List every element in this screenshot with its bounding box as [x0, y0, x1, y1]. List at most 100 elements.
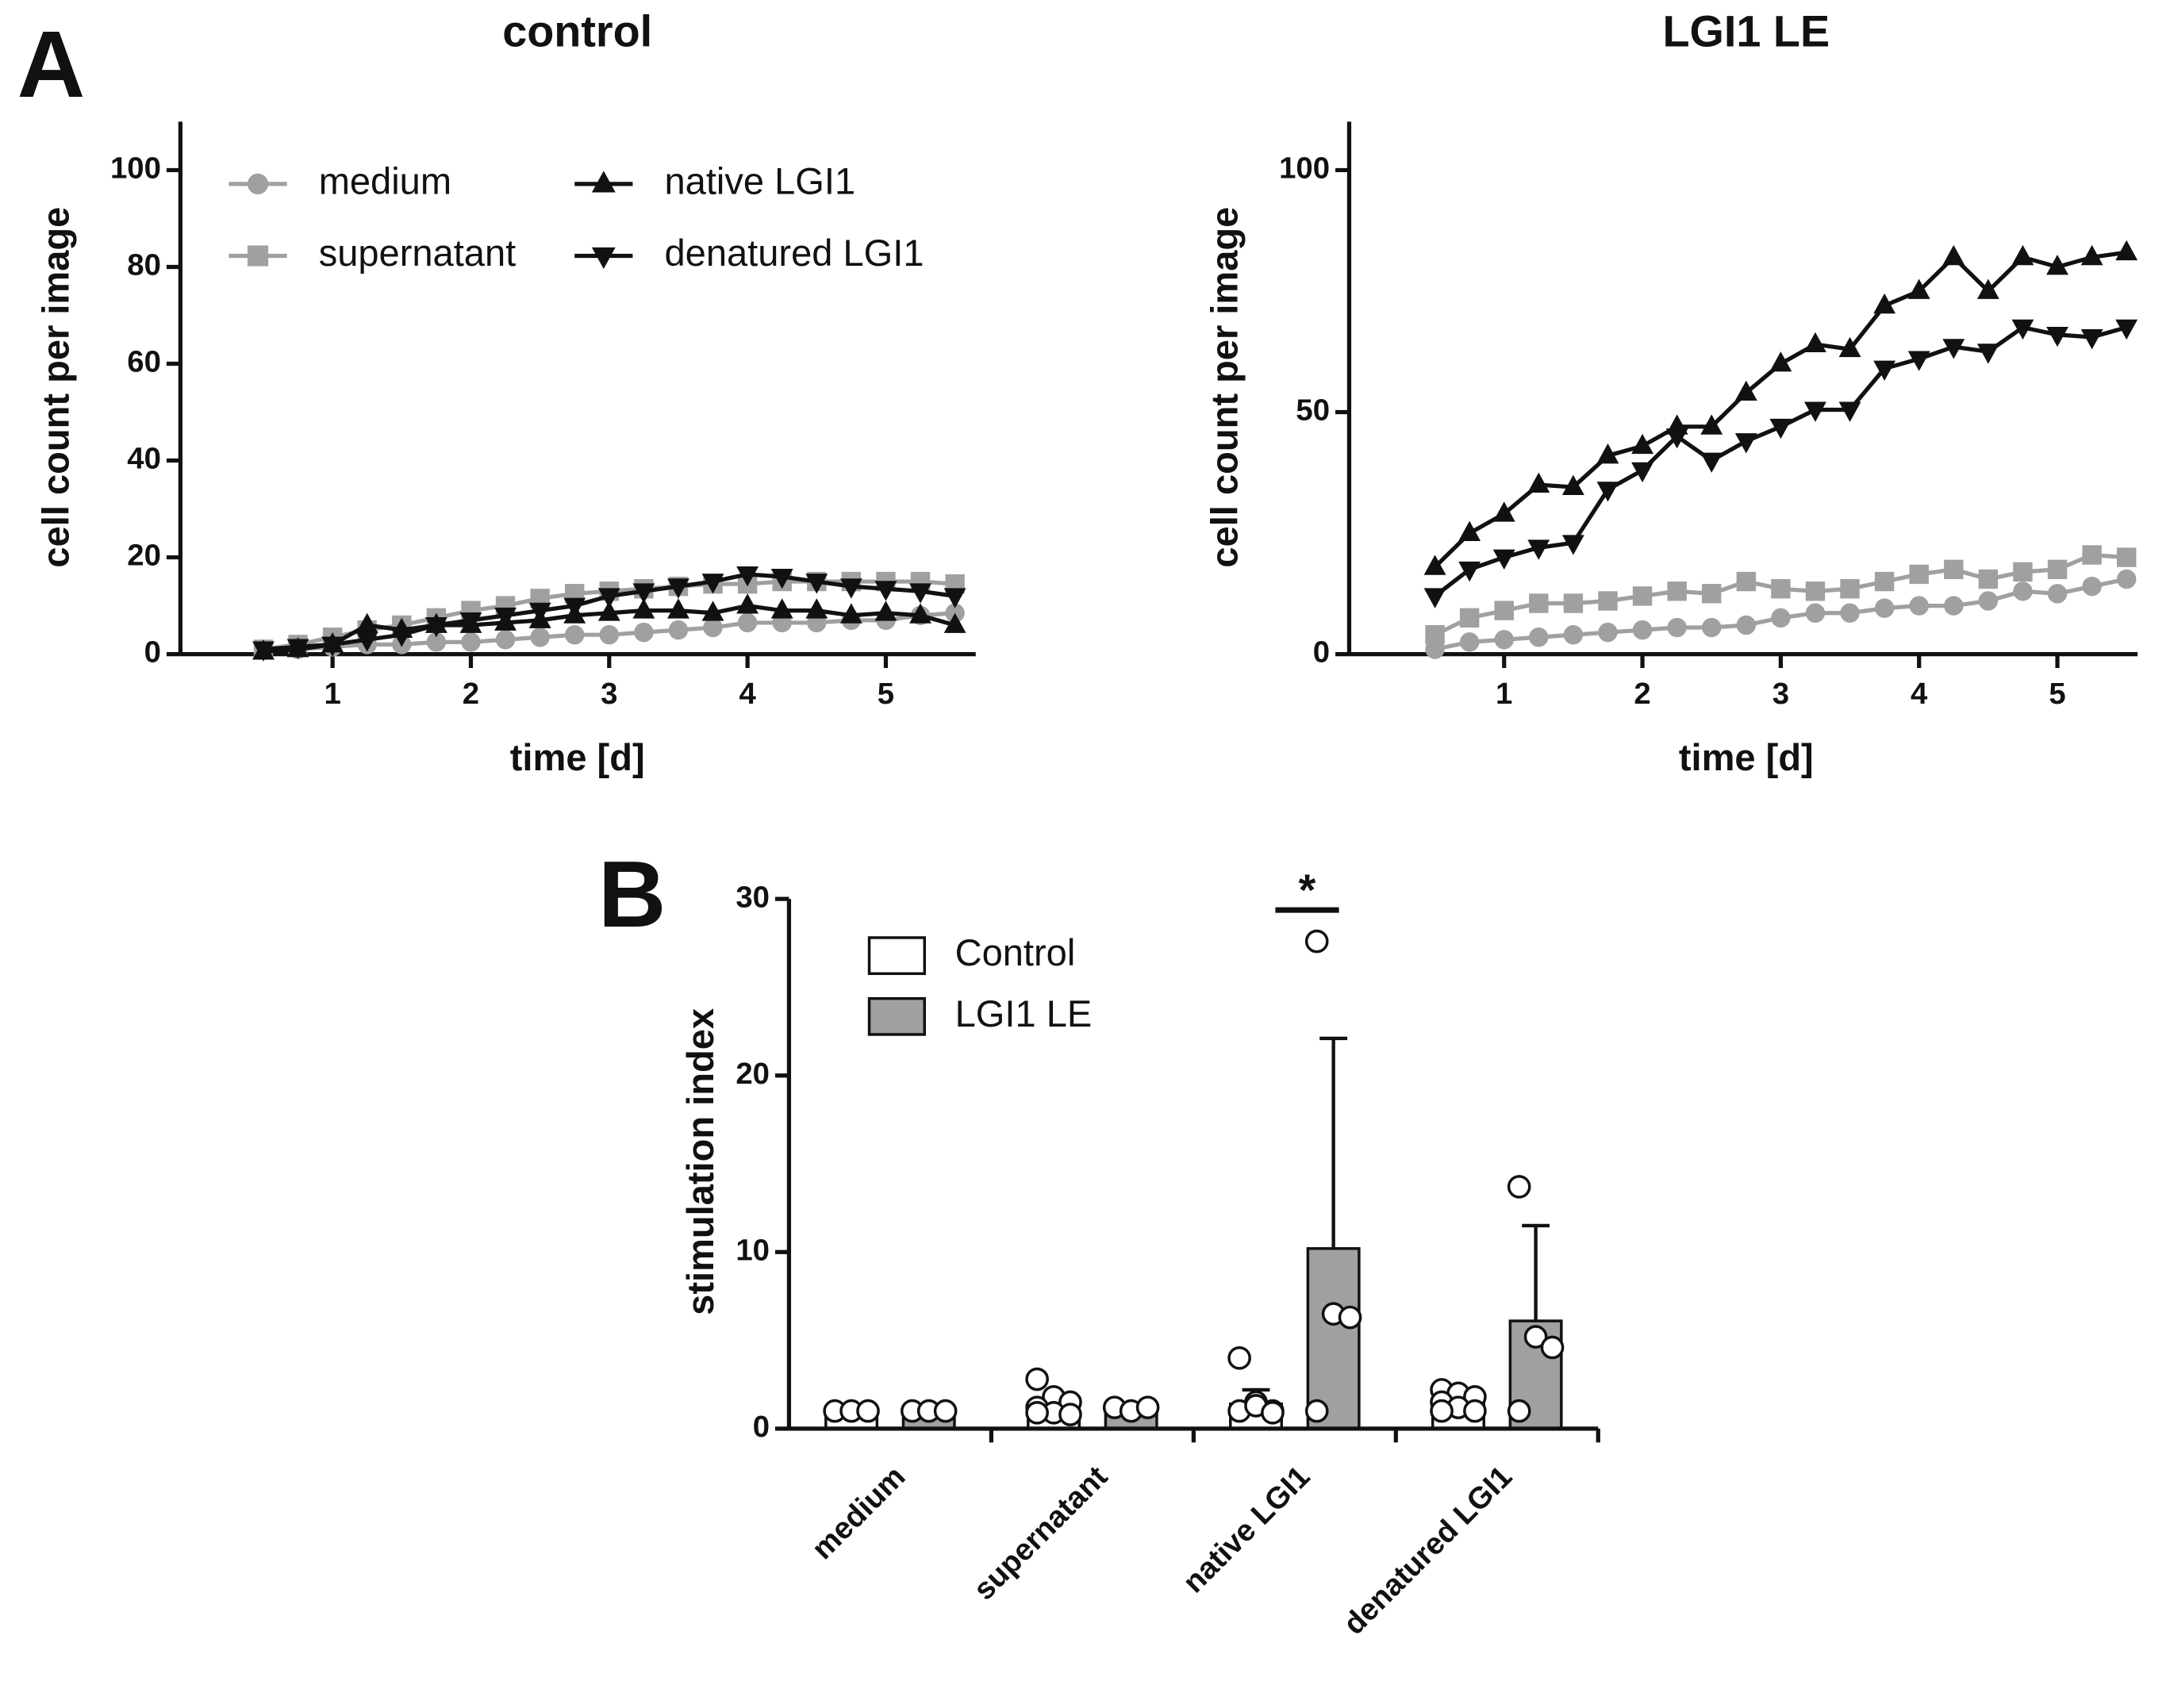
marker	[461, 632, 481, 652]
panel-label: A	[17, 13, 86, 117]
marker	[1942, 244, 1965, 266]
marker	[1632, 620, 1653, 640]
marker	[632, 583, 655, 604]
x-axis-title: time [d]	[1679, 736, 1814, 778]
marker	[2047, 584, 2068, 604]
legend-label: native LGI1	[665, 159, 856, 202]
marker	[2080, 244, 2103, 266]
marker	[1425, 624, 1445, 645]
marker	[874, 601, 897, 621]
marker	[1632, 586, 1653, 606]
marker	[2080, 328, 2103, 350]
marker	[1840, 603, 1860, 623]
data-point	[1025, 1401, 1049, 1425]
marker	[597, 601, 620, 621]
marker	[2046, 326, 2068, 347]
y-tick-label: 100	[110, 152, 161, 186]
marker	[565, 624, 585, 645]
data-point	[1135, 1395, 1160, 1419]
x-tick-label: 4	[739, 677, 756, 711]
marker	[1667, 617, 1687, 638]
marker	[1734, 433, 1757, 454]
marker	[1527, 539, 1550, 560]
marker	[2117, 569, 2137, 589]
marker	[1459, 632, 1480, 652]
marker	[667, 598, 689, 619]
marker	[1976, 278, 1999, 299]
y-tick-label: 60	[127, 345, 161, 379]
marker	[1909, 564, 1929, 585]
x-tick-label: 1	[1496, 677, 1512, 711]
chart-title: control	[502, 6, 652, 56]
marker	[1631, 462, 1653, 483]
marker	[634, 622, 654, 643]
marker	[632, 598, 655, 619]
data-point	[1540, 1335, 1565, 1360]
marker	[1874, 571, 1895, 592]
marker	[1771, 608, 1791, 628]
x-tick-label: 2	[463, 677, 479, 711]
legend-swatch	[867, 936, 927, 976]
marker	[1596, 443, 1619, 464]
marker	[1596, 482, 1619, 502]
marker	[1667, 581, 1687, 601]
marker	[770, 569, 793, 589]
marker	[805, 574, 828, 594]
marker	[736, 566, 759, 587]
marker	[494, 607, 517, 628]
marker	[1736, 615, 1757, 635]
marker	[1944, 559, 1964, 580]
marker	[703, 617, 723, 638]
y-tick-label: 20	[735, 1057, 770, 1091]
x-tick-label: supernatant	[967, 1460, 1115, 1607]
marker	[2115, 240, 2138, 261]
marker	[1563, 624, 1584, 645]
marker	[1909, 596, 1929, 616]
marker	[252, 641, 275, 662]
y-tick-label: 0	[1313, 635, 1330, 670]
marker	[2115, 319, 2138, 340]
marker	[1874, 598, 1895, 618]
marker	[737, 612, 758, 633]
bar	[1306, 1247, 1361, 1430]
x-tick-label: medium	[805, 1460, 912, 1566]
data-point	[1025, 1367, 1049, 1391]
marker	[1734, 380, 1757, 401]
y-tick-label: 80	[127, 248, 161, 282]
marker	[1907, 351, 1930, 371]
x-tick-label: 1	[324, 677, 340, 711]
y-tick-label: 20	[127, 539, 161, 573]
marker	[247, 245, 269, 267]
marker	[1631, 433, 1653, 455]
data-point	[1507, 1175, 1531, 1199]
marker	[597, 588, 620, 608]
y-tick-label: 100	[1279, 152, 1330, 186]
series-line	[1433, 250, 2127, 569]
marker	[1769, 418, 1792, 439]
data-point	[1304, 929, 1329, 954]
y-tick-label: 40	[127, 442, 161, 476]
legend-swatch	[867, 996, 927, 1036]
marker	[1459, 608, 1480, 628]
data-point	[1261, 1401, 1285, 1425]
marker	[2047, 559, 2068, 580]
marker	[528, 602, 551, 624]
data-point	[1338, 1305, 1362, 1330]
y-axis-title: cell count per image	[1203, 207, 1245, 568]
marker	[736, 593, 759, 614]
marker	[286, 639, 309, 659]
marker	[1598, 622, 1618, 643]
marker	[321, 636, 344, 657]
marker	[1736, 571, 1757, 592]
data-point	[933, 1399, 958, 1423]
data-point	[1463, 1399, 1487, 1423]
marker	[1978, 591, 1999, 611]
marker	[2011, 244, 2034, 266]
legend-label: supernatant	[319, 232, 516, 274]
legend-label: denatured LGI1	[665, 232, 924, 274]
legend-label: LGI1 LE	[955, 992, 1093, 1034]
marker	[943, 588, 966, 608]
marker	[390, 627, 413, 647]
annotation: *	[1299, 866, 1316, 915]
